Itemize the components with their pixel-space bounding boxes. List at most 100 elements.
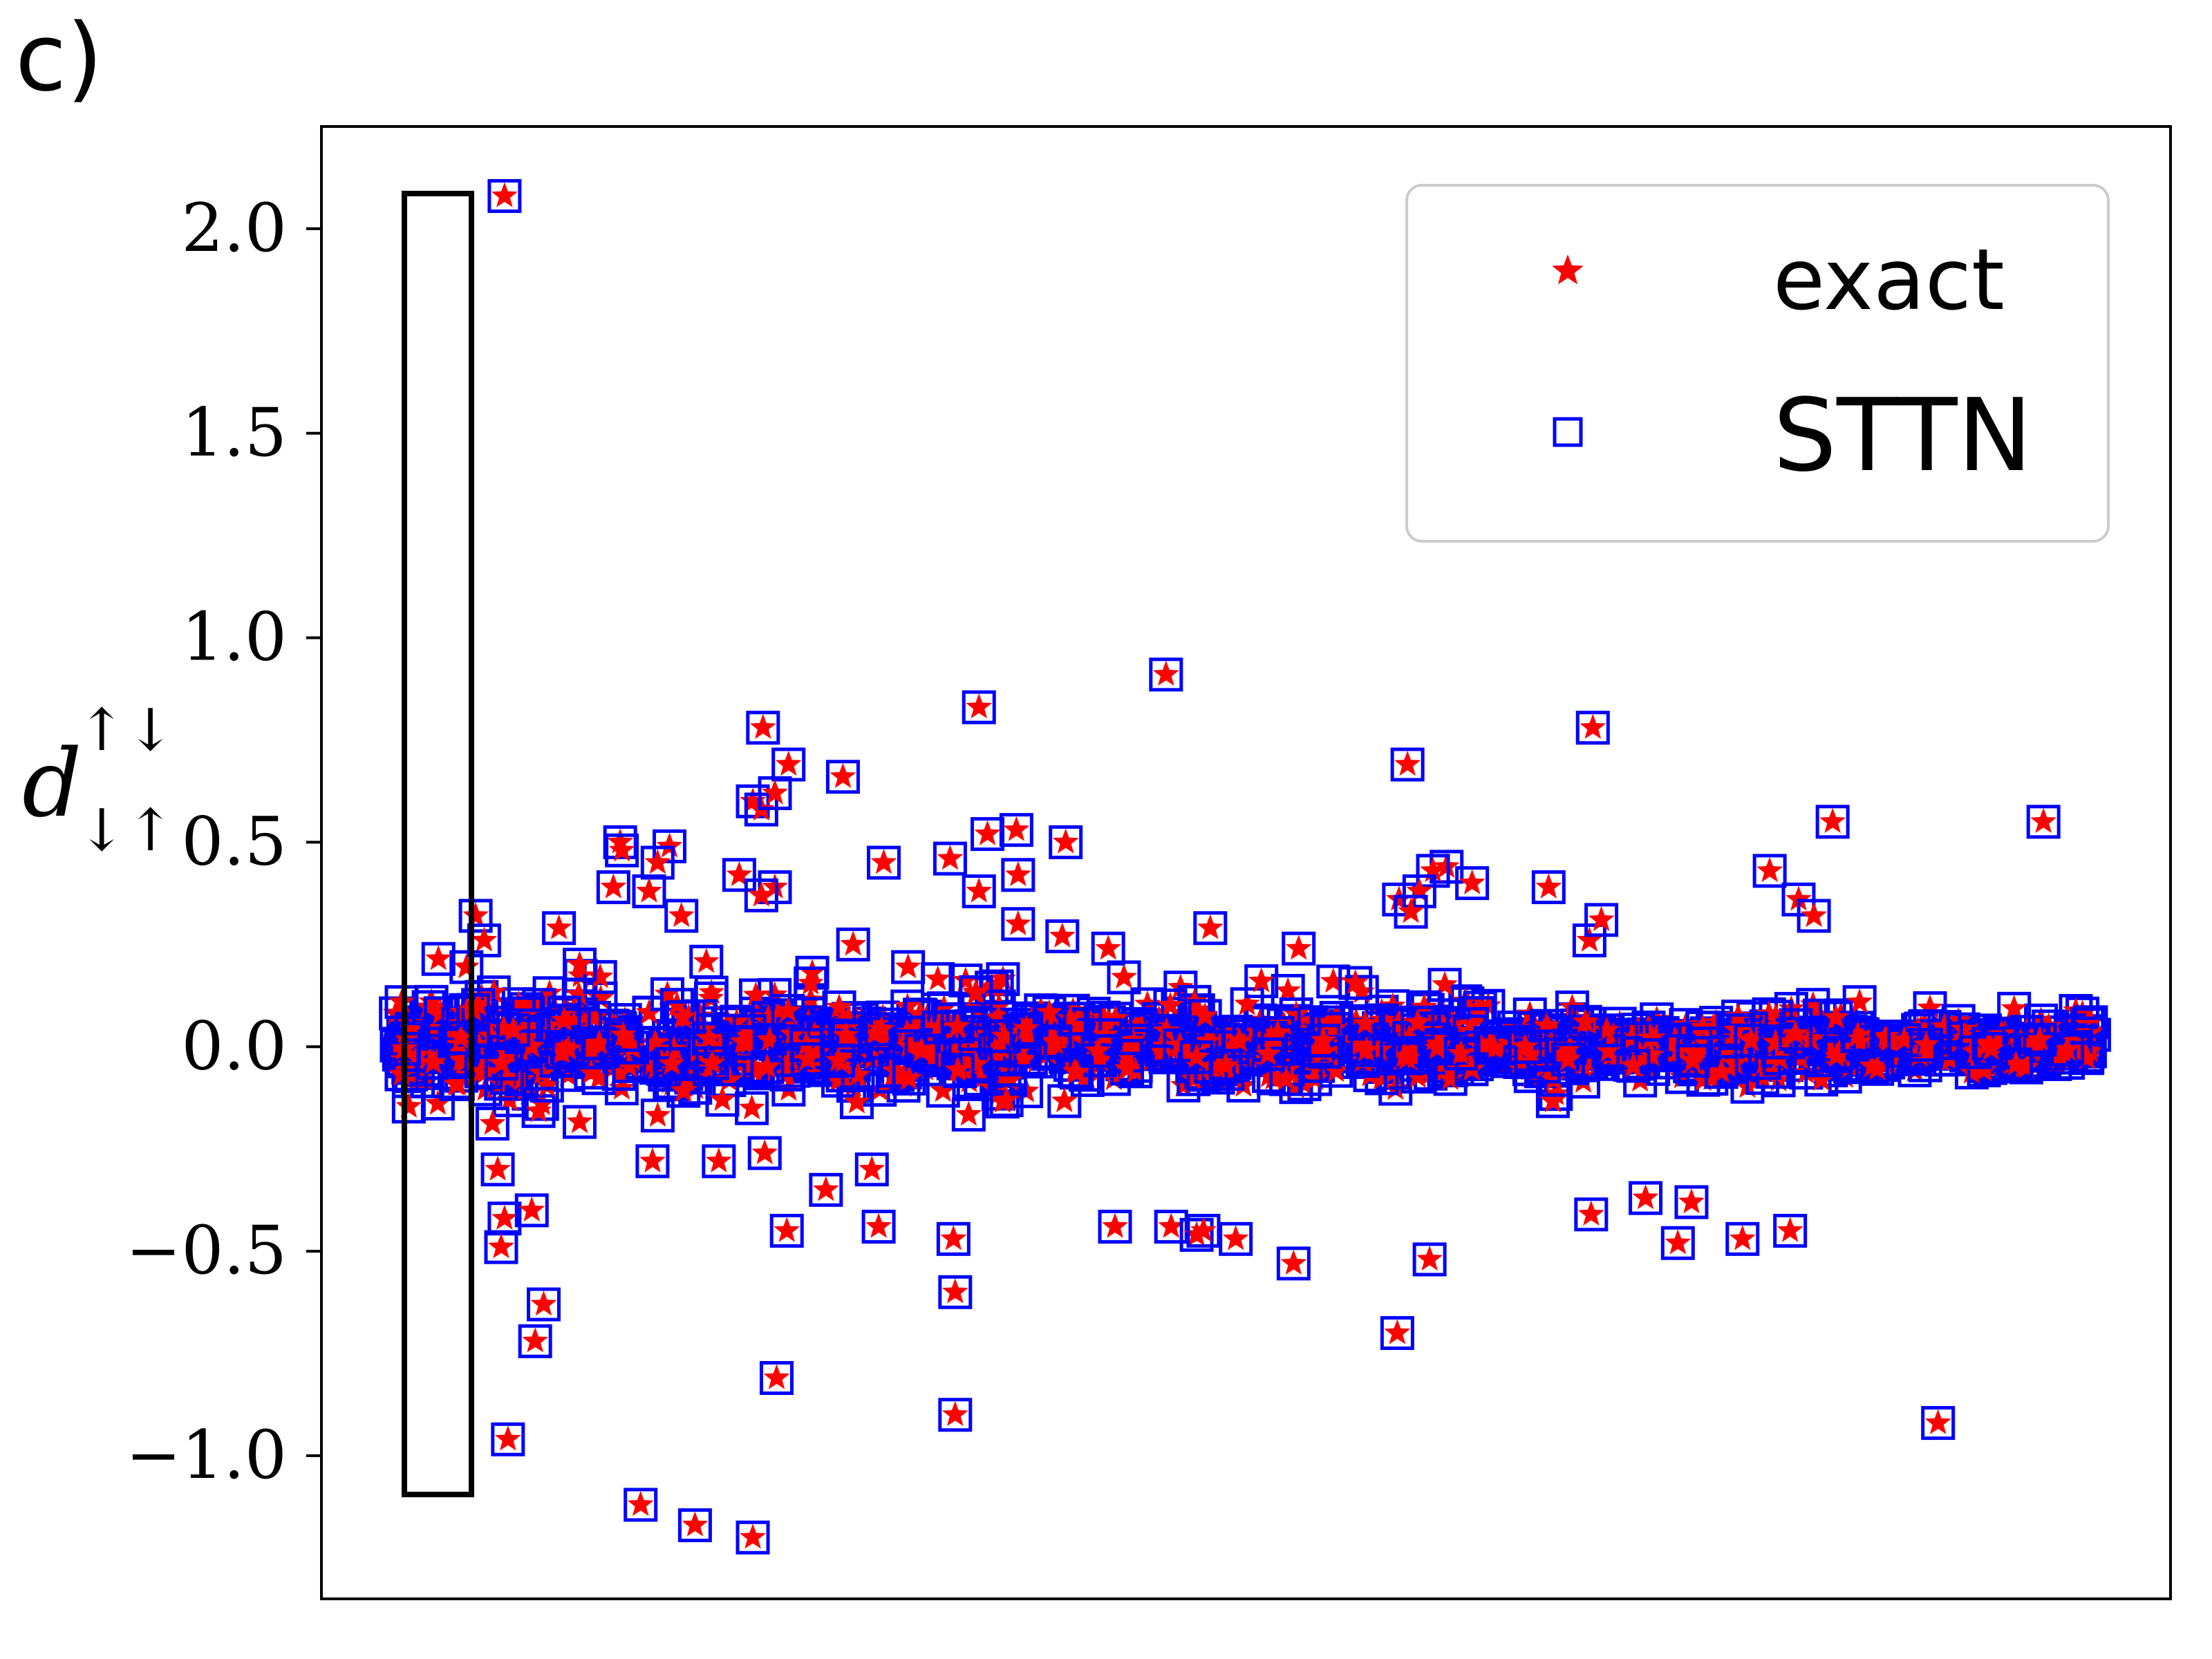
exact-point [930,1076,957,1103]
sttn-point [1971,1027,2006,1061]
sttn-point [1686,1062,1721,1097]
exact-point [478,1022,505,1048]
exact-point [1917,994,1944,1020]
sttn-point [624,1488,658,1522]
exact-point [873,1029,900,1054]
exact-point [1320,967,1347,993]
exact-point [868,1015,895,1041]
exact-point [465,991,491,1017]
exact-point [485,1155,512,1181]
exact-point [726,861,753,886]
exact-point [682,1074,709,1099]
exact-point [1737,1027,1764,1052]
sttn-point [705,1082,740,1117]
sttn-point [2023,1022,2057,1057]
sttn-point [551,1031,585,1066]
exact-point [974,820,1001,845]
sttn-point [836,927,870,962]
exact-point [1819,1031,1846,1056]
exact-point [894,993,921,1018]
exact-point [1638,1041,1665,1067]
sttn-point [480,1152,515,1187]
exact-point [1819,807,1846,833]
sttn-point [746,711,780,745]
exact-point [762,779,789,805]
exact-point [1693,1029,1720,1055]
exact-point [861,1020,888,1045]
sttn-point [443,1020,478,1055]
exact-point [865,1212,892,1238]
sttn-point [1186,1214,1221,1248]
exact-point [425,945,452,971]
exact-point [896,1065,922,1090]
exact-point [1756,856,1783,882]
exact-point [695,1024,722,1050]
exact-point [462,901,489,928]
exact-point [749,713,776,739]
exact-point [2003,1050,2030,1076]
exact-point [608,836,635,862]
sttn-point [1660,1226,1695,1260]
sttn-point [1909,1028,1943,1062]
exact-point [581,1004,608,1029]
sttn-point [1773,1214,1808,1248]
exact-point [826,993,853,1019]
exact-point [1013,1015,1040,1040]
sttn-point [695,1046,729,1080]
exact-point [1275,977,1302,1002]
exact-point [985,1004,1012,1029]
exact-point [775,751,802,776]
sttn-point [1840,1019,1875,1053]
sttn-point [940,1009,975,1044]
exact-point [522,1327,549,1353]
exact-point [1063,1058,1090,1084]
exact-point [1218,1033,1245,1059]
exact-point [518,1032,545,1058]
exact-point [986,1033,1013,1059]
sttn-point [951,1097,986,1132]
exact-point [447,1024,474,1049]
exact-point [468,1057,495,1083]
exact-point [944,1056,971,1082]
exact-point [1042,1029,1069,1055]
sttn-point [384,985,419,1020]
exact-point [670,1077,697,1103]
exact-point [2069,1000,2096,1025]
sttn-point [1001,858,1035,892]
exact-point [986,993,1013,1018]
exact-point [1499,1030,1525,1056]
exact-point [668,901,695,928]
exact-point [1285,935,1312,960]
sttn-point [1154,1210,1188,1244]
exact-point [1689,1013,1716,1039]
exact-point [567,962,594,987]
sttn-point [1819,1000,1853,1035]
exact-point [1257,1024,1284,1049]
exact-point [453,953,480,979]
sttn-point [891,950,926,984]
exact-point [1713,1038,1740,1063]
exact-point [566,1108,593,1134]
exact-point [1190,1217,1217,1242]
sttn-point [1045,919,1080,953]
exact-point [1170,1071,1197,1097]
exact-point [715,1066,742,1091]
exact-point [832,1022,859,1047]
exact-point [729,1028,756,1053]
sttn-point [563,947,597,982]
sttn-point [1887,1023,1922,1058]
sttn-point [2026,805,2061,839]
exact-point [799,959,826,984]
exact-point [1424,1034,1451,1060]
sttn-point [635,1144,670,1179]
exact-point [636,877,662,903]
exact-point [1958,1058,1985,1084]
exact-point [1846,988,1873,1013]
exact-point [894,953,921,979]
exact-point [1248,967,1275,993]
exact-point [1468,1033,1494,1059]
exact-point [1459,1010,1485,1035]
y-axis-label-main: d [22,729,82,838]
exact-point [1950,1015,1977,1041]
exact-point [420,1049,447,1074]
